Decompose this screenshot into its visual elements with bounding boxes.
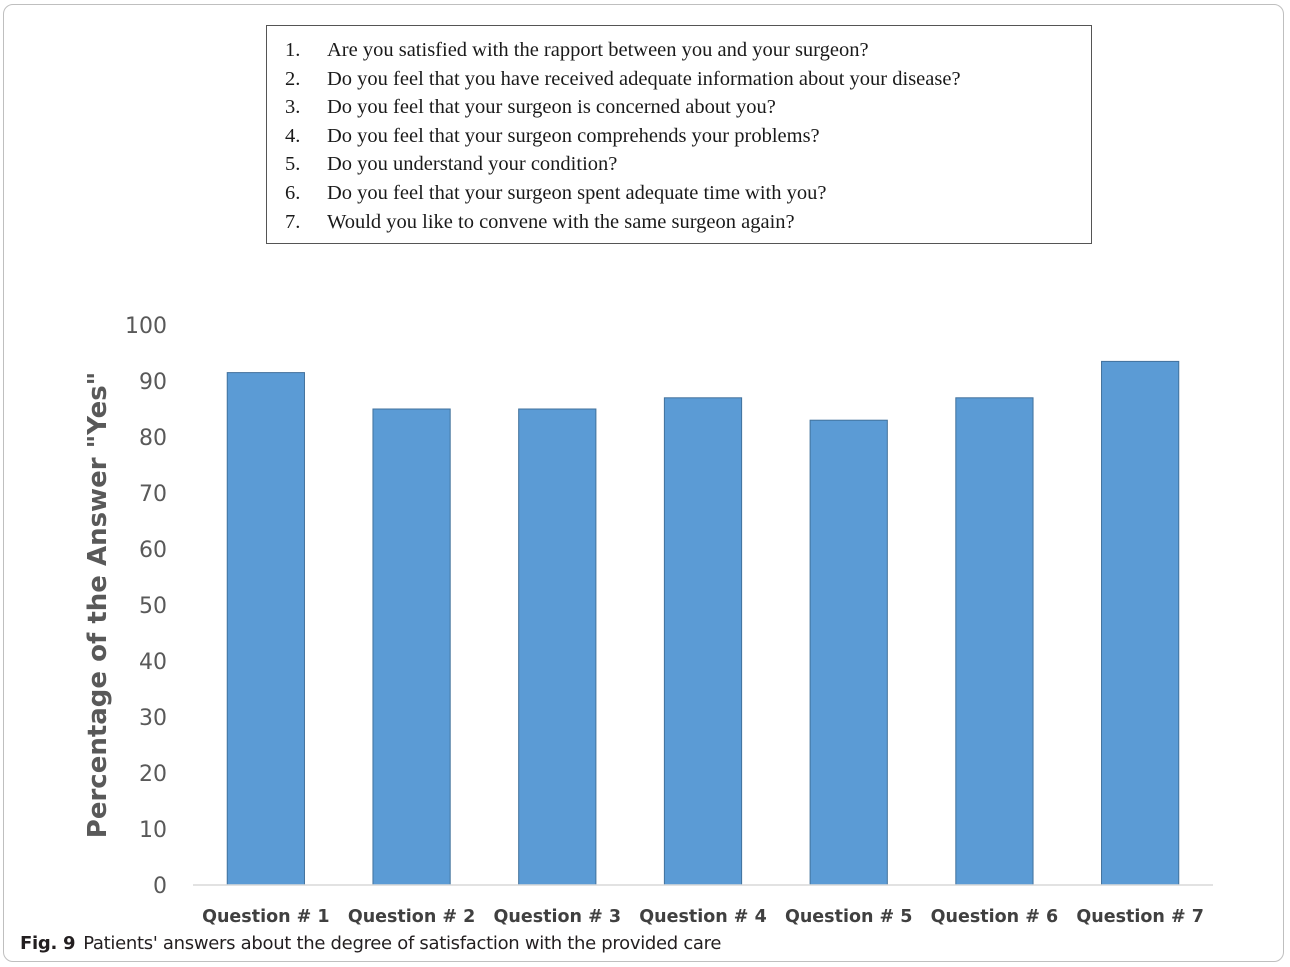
y-tick-label: 40 (139, 650, 167, 675)
question-number: 7. (285, 210, 301, 233)
question-number: 5. (285, 153, 301, 176)
question-text: Do you feel that your surgeon spent adeq… (327, 181, 827, 204)
y-tick-label: 100 (125, 314, 167, 339)
x-tick-label: Question # 7 (1076, 907, 1204, 927)
question-number: 6. (285, 181, 301, 204)
bar (226, 372, 305, 886)
bar (955, 397, 1034, 886)
x-tick-label: Question # 1 (202, 907, 330, 927)
question-text: Do you feel that your surgeon is concern… (327, 96, 776, 119)
figure-caption: Fig. 9 Patients' answers about the degree… (20, 933, 721, 954)
question-list: 1. Are you satisfied with the rapport bet… (285, 36, 961, 236)
bar (809, 419, 888, 886)
question-text: Do you feel that your surgeon comprehend… (327, 124, 820, 147)
y-tick-label: 80 (139, 426, 167, 451)
x-tick-label: Question # 6 (931, 907, 1059, 927)
y-axis-label: Percentage of the Answer "Yes" (83, 372, 113, 838)
y-tick-label: 0 (153, 874, 167, 899)
question-text: Are you satisfied with the rapport betwe… (327, 39, 869, 61)
question-item: 6. Do you feel that your surgeon spent ad… (285, 179, 961, 208)
y-tick-label: 70 (139, 482, 167, 507)
figure-caption-text: Patients' answers about the degree of sa… (83, 933, 722, 954)
y-tick-label: 50 (139, 594, 167, 619)
question-text: Do you feel that you have received adequ… (327, 67, 961, 90)
question-number: 2. (285, 67, 301, 90)
question-item: 1. Are you satisfied with the rapport bet… (285, 36, 961, 65)
y-tick-label: 10 (139, 818, 167, 843)
x-tick-label: Question # 3 (494, 907, 622, 927)
y-tick-label: 60 (139, 538, 167, 563)
bar (372, 408, 451, 886)
question-number: 1. (285, 39, 301, 61)
question-number: 3. (285, 96, 301, 119)
question-item: 7. Would you like to convene with the sam… (285, 208, 961, 237)
y-tick-label: 90 (139, 370, 167, 395)
question-text: Do you understand your condition? (327, 153, 618, 176)
question-text: Would you like to convene with the same … (327, 210, 795, 233)
y-tick-label: 30 (139, 706, 167, 731)
x-tick-label: Question # 4 (639, 907, 767, 927)
question-legend-box: 1. Are you satisfied with the rapport bet… (266, 25, 1092, 244)
bar (663, 397, 743, 886)
bar (1101, 360, 1180, 886)
question-item: 3. Do you feel that your surgeon is conce… (285, 93, 961, 122)
figure-label: Fig. 9 (20, 933, 76, 954)
bar (518, 408, 597, 886)
question-item: 5. Do you understand your condition? (285, 150, 961, 179)
question-item: 4. Do you feel that your surgeon comprehe… (285, 122, 961, 151)
y-tick-label: 20 (139, 762, 167, 787)
x-tick-label: Question # 5 (785, 907, 913, 927)
x-tick-label: Question # 2 (348, 907, 476, 927)
figure-frame (3, 4, 1284, 962)
question-number: 4. (285, 124, 301, 147)
question-item: 2. Do you feel that you have received ade… (285, 65, 961, 94)
